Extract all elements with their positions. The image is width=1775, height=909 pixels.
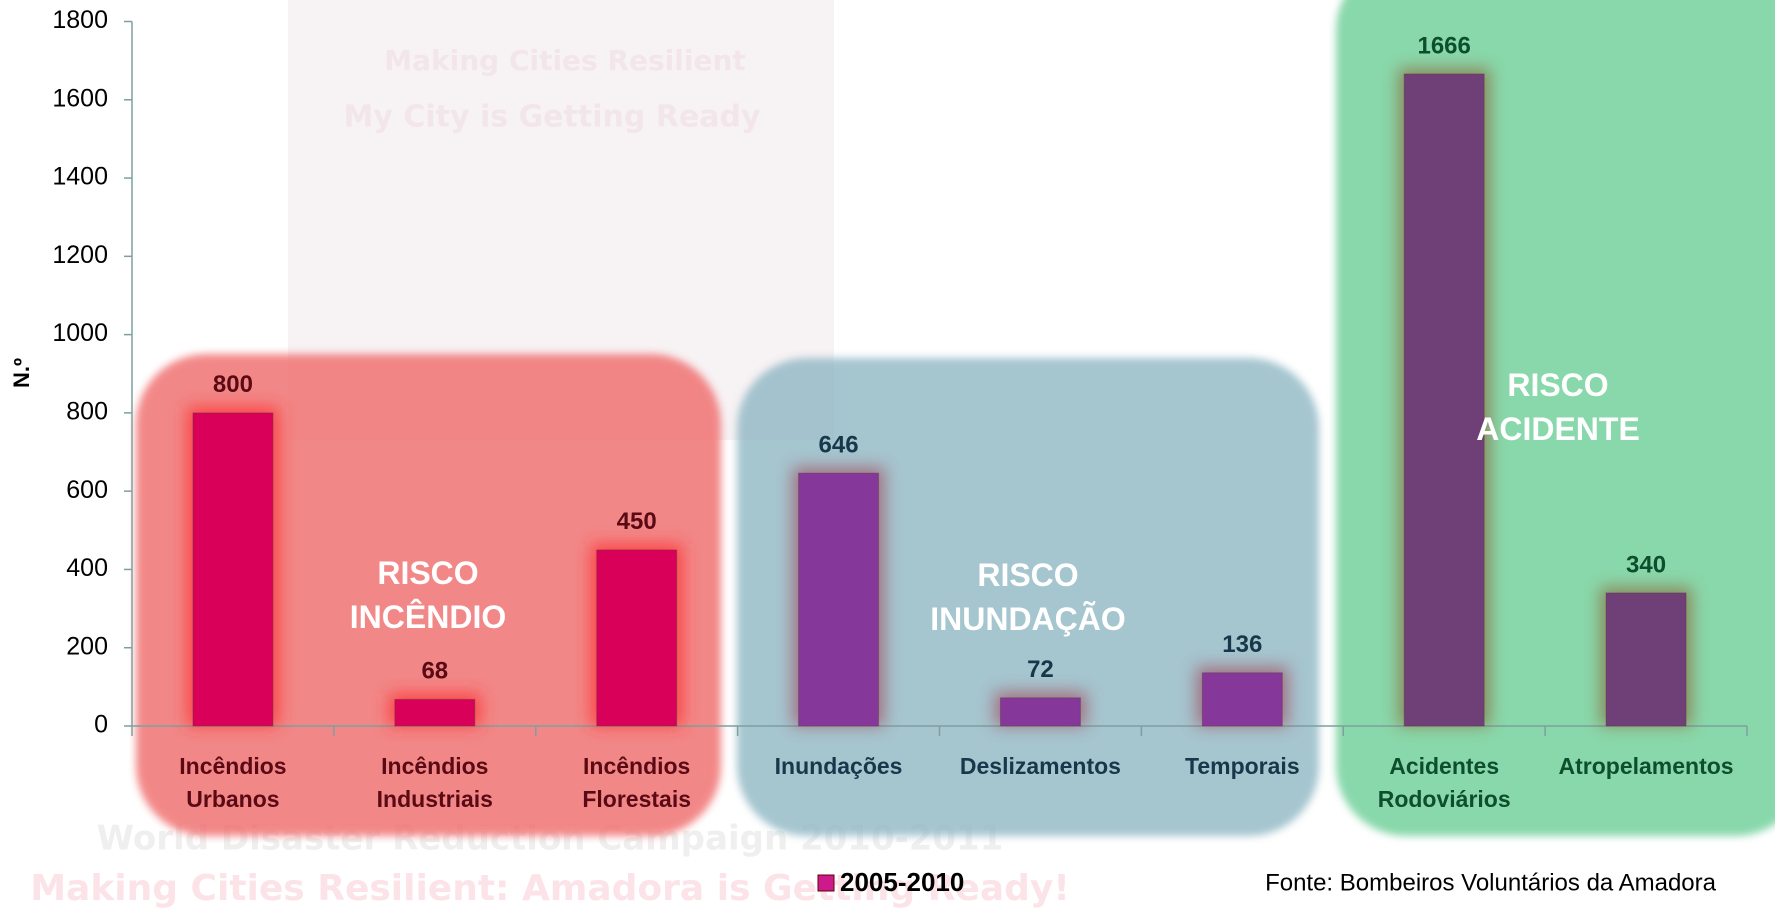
y-tick-label: 200 (66, 632, 108, 660)
data-label: 450 (617, 508, 657, 535)
bar (394, 698, 476, 727)
group-box (136, 354, 721, 836)
data-label: 1666 (1417, 32, 1470, 59)
bar (1605, 592, 1687, 727)
source: Fonte: Bombeiros Voluntários da Amadora (1265, 869, 1717, 896)
legend-label: 2005-2010 (840, 867, 964, 897)
y-tick-label: 1600 (52, 84, 108, 112)
bar (192, 412, 274, 727)
bar (999, 697, 1081, 727)
y-tick-label: 1800 (52, 6, 108, 34)
x-tick-label: Deslizamentos (960, 753, 1121, 779)
x-tick-label: Atropelamentos (1559, 753, 1734, 779)
group-label: RISCO ACIDENTE (1476, 367, 1640, 447)
x-tick-label: Inundações (775, 753, 903, 779)
y-tick-label: 1400 (52, 163, 108, 191)
data-label: 800 (213, 371, 253, 398)
legend-swatch (817, 874, 835, 892)
y-tick-label: 400 (66, 554, 108, 582)
x-tick-label: Acidentes Rodoviários (1378, 753, 1511, 812)
data-label: 136 (1222, 631, 1262, 658)
bar (596, 549, 678, 727)
y-tick-label: 0 (94, 711, 108, 739)
data-label: 646 (819, 432, 859, 459)
data-label: 68 (421, 658, 448, 685)
y-tick-label: 600 (66, 476, 108, 504)
x-tick-label: Temporais (1185, 753, 1300, 779)
x-tick-label: Incêndios Industriais (377, 753, 493, 812)
bar (1403, 73, 1485, 727)
background-text: My City is Getting Ready (343, 100, 760, 135)
background-text: Making Cities Resilient: Amadora is Gett… (30, 868, 1070, 909)
bar (1201, 672, 1283, 727)
x-tick-label: Incêndios Florestais (582, 753, 691, 812)
data-label: 72 (1027, 656, 1054, 683)
group-label: RISCO INUNDAÇÃO (930, 557, 1126, 637)
x-tick-label: Incêndios Urbanos (179, 753, 286, 812)
y-tick-label: 1200 (52, 241, 108, 269)
y-tick-label: 800 (66, 397, 108, 425)
background-text: Making Cities Resilient (384, 44, 746, 77)
y-axis-label: N.º (9, 358, 34, 388)
bar (798, 472, 880, 727)
data-label: 340 (1626, 551, 1666, 578)
group-label: RISCO INCÊNDIO (350, 555, 506, 635)
y-tick-label: 1000 (52, 319, 108, 347)
